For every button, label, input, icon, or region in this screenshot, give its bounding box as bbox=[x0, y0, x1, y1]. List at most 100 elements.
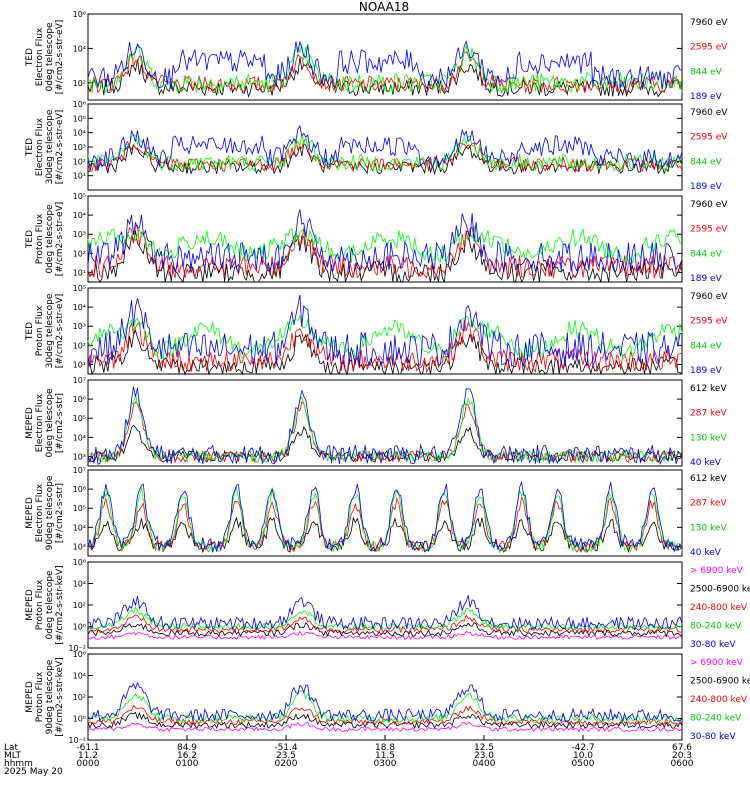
legend-entry: 844 eV bbox=[690, 341, 723, 351]
panel-1: 10² 10⁴ 10⁶ TED Electron Flux 0deg telescope[… bbox=[25, 10, 728, 102]
x-tick-label-hhmm: 0000 bbox=[77, 759, 100, 769]
x-tick-label-mlt: 11.5 bbox=[375, 751, 395, 761]
y-axis-label: 90deg telescope bbox=[45, 475, 55, 550]
date-label: 2025 May 20 bbox=[4, 767, 63, 777]
series-2595-ev bbox=[87, 137, 683, 173]
series-30-80-kev bbox=[87, 681, 683, 723]
y-axis-label: 0deg telescope bbox=[45, 22, 55, 92]
x-tick-label-lat: -51.4 bbox=[274, 743, 298, 753]
panel-2: 10¹ 10² 10³ 10⁴ 10⁵ 10⁶ TED Electron Flux 30deg … bbox=[25, 100, 728, 192]
legend-entry: 80-240 keV bbox=[690, 714, 742, 724]
panel-frame bbox=[87, 561, 683, 649]
y-axis-label: Electron Flux bbox=[35, 117, 45, 176]
legend-entry: 80-240 keV bbox=[690, 622, 742, 632]
y-axis-label: [#/cm2-s-str-eV] bbox=[55, 20, 65, 95]
legend-entry: 612 keV bbox=[690, 474, 727, 484]
y-tick-label: 10¹ bbox=[73, 172, 86, 181]
legend-entry: 40 keV bbox=[690, 548, 722, 558]
series--6900-kev bbox=[87, 630, 683, 640]
y-axis-label: [#/cm2-s-str-keV] bbox=[55, 565, 65, 644]
y-tick-label: 10² bbox=[73, 249, 86, 258]
y-axis-label: [#/cm2-s-str-keV] bbox=[55, 657, 65, 736]
y-axis-label: Electron Flux bbox=[35, 483, 45, 542]
y-tick-label: 10³ bbox=[73, 230, 86, 239]
y-axis-label: MEPED bbox=[25, 497, 35, 529]
y-tick-label: 10⁴ bbox=[73, 523, 86, 532]
series-80-240-kev bbox=[87, 606, 683, 631]
y-tick-label: 10⁰ bbox=[73, 715, 86, 724]
y-tick-label: 10² bbox=[73, 341, 86, 350]
series-189-ev bbox=[87, 124, 683, 170]
legend-entry: 40 keV bbox=[690, 458, 722, 468]
legend-entry: 2595 eV bbox=[690, 133, 728, 143]
series-2595-ev bbox=[87, 224, 683, 280]
legend-entry: 189 eV bbox=[690, 366, 723, 376]
y-tick-label: 10² bbox=[73, 157, 86, 166]
y-tick-label: 10⁶ bbox=[73, 485, 86, 494]
y-tick-label: 10⁶ bbox=[73, 650, 86, 659]
y-tick-label: 10⁶ bbox=[73, 558, 86, 567]
y-axis-label: Electron Flux bbox=[35, 393, 45, 452]
y-tick-label: 10⁶ bbox=[73, 10, 86, 19]
x-tick-label-lat: 84.9 bbox=[177, 743, 197, 753]
series-844-ev bbox=[87, 43, 683, 95]
y-tick-label: 10⁰ bbox=[73, 623, 86, 632]
y-axis-label: 0deg telescope bbox=[45, 388, 55, 458]
y-axis-label: TED bbox=[25, 48, 35, 67]
legend-entry: 287 keV bbox=[690, 499, 727, 509]
x-tick-label-hhmm: 0100 bbox=[176, 759, 199, 769]
y-tick-label: 10⁴ bbox=[73, 211, 86, 220]
series-40-kev bbox=[87, 386, 683, 465]
x-tick-label-hhmm: 0600 bbox=[671, 759, 694, 769]
y-tick-label: 10⁴ bbox=[73, 433, 86, 442]
series-80-240-kev bbox=[87, 690, 683, 724]
legend-entry: 130 keV bbox=[690, 523, 727, 533]
series-7960-ev bbox=[87, 329, 683, 376]
x-tick-label-mlt: 23.5 bbox=[276, 751, 296, 761]
x-tick-label-lat: -42.7 bbox=[571, 743, 594, 753]
y-axis-label: 30deg telescope bbox=[45, 109, 55, 184]
y-tick-label: 10⁵ bbox=[73, 504, 86, 513]
y-tick-label: 10² bbox=[73, 79, 86, 88]
legend-entry: 844 eV bbox=[690, 157, 723, 167]
legend-entry: 7960 eV bbox=[690, 292, 728, 302]
y-axis-label: Proton Flux bbox=[35, 305, 45, 356]
legend-entry: 7960 eV bbox=[690, 108, 728, 118]
legend-entry: 189 eV bbox=[690, 92, 723, 102]
x-tick-label-mlt: 20.3 bbox=[672, 751, 692, 761]
panel-7: 10⁻² 10⁰ 10² 10⁴ 10⁶ MEPED Proton Flux 0deg tel… bbox=[25, 558, 750, 653]
series-844-ev bbox=[87, 225, 683, 265]
series-189-ev bbox=[87, 209, 683, 274]
series-2500-6900-kev bbox=[87, 622, 683, 638]
panel-frame bbox=[87, 653, 683, 741]
y-tick-label: 10² bbox=[73, 693, 86, 702]
legend-entry: 2500-6900 keV bbox=[690, 585, 750, 595]
panel-frame bbox=[87, 13, 683, 101]
y-tick-label: 10⁴ bbox=[73, 672, 86, 681]
series--6900-kev bbox=[87, 721, 683, 733]
y-axis-label: Electron Flux bbox=[35, 27, 45, 86]
y-axis-label: 0deg telescope bbox=[45, 204, 55, 274]
x-row-label: hhmm bbox=[4, 759, 33, 769]
x-tick-label-lat: 18.8 bbox=[375, 743, 395, 753]
legend-entry: 844 eV bbox=[690, 249, 723, 259]
y-axis-label: Proton Flux bbox=[35, 579, 45, 630]
panel-3: 10¹ 10² 10³ 10⁴ 10⁵ TED Proton Flux 0deg telesc… bbox=[25, 192, 728, 284]
y-tick-label: 10³ bbox=[73, 452, 86, 461]
y-tick-label: 10⁵ bbox=[73, 284, 86, 293]
y-axis-label: [#/cm2-s-str] bbox=[55, 393, 65, 453]
y-tick-label: 10⁻² bbox=[68, 736, 86, 745]
y-tick-label: 10⁶ bbox=[73, 100, 86, 109]
y-tick-label: 10⁷ bbox=[73, 376, 86, 385]
panel-frame bbox=[87, 103, 683, 191]
y-axis-label: TED bbox=[25, 230, 35, 249]
panel-8: 10⁻² 10⁰ 10² 10⁴ 10⁶ MEPED Proton Flux 90deg te… bbox=[25, 650, 750, 745]
legend-entry: 189 eV bbox=[690, 182, 723, 192]
panel-5: 10³ 10⁴ 10⁵ 10⁶ 10⁷ MEPED Electron Flux 0deg te… bbox=[25, 376, 727, 468]
figure-title: NOAA18 bbox=[359, 0, 409, 14]
legend-entry: 30-80 keV bbox=[690, 640, 736, 650]
y-tick-label: 10⁴ bbox=[73, 580, 86, 589]
x-tick-label-mlt: 23.0 bbox=[474, 751, 494, 761]
y-tick-label: 10⁻² bbox=[68, 644, 86, 653]
